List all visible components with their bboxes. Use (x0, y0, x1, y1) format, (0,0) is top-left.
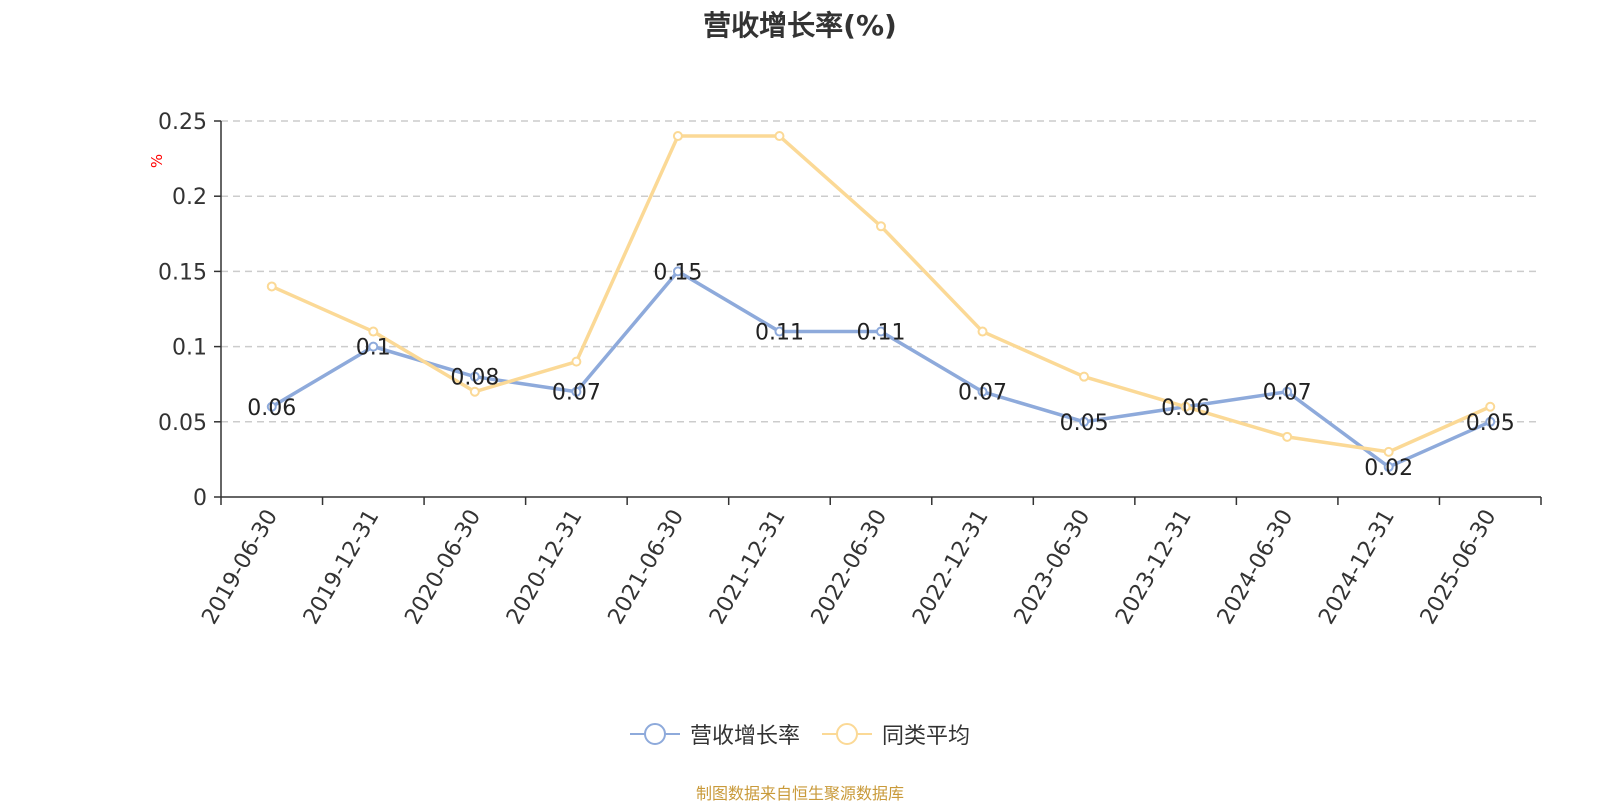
data-point-series-1 (1282, 386, 1293, 397)
series-1 (266, 266, 1496, 472)
data-label: 0.07 (552, 381, 601, 406)
data-point-series-2 (368, 326, 379, 337)
data-point-series-1 (672, 266, 683, 277)
data-point-series-1 (876, 326, 886, 337)
data-point-series-2 (774, 131, 785, 142)
data-label: 0.1 (356, 336, 391, 361)
data-label: 0.08 (450, 366, 499, 391)
x-tick-label: 2023-12-31 (1111, 506, 1197, 629)
data-source-note: 制图数据来自恒生聚源数据库 (695, 784, 904, 803)
data-label: 0.05 (1060, 411, 1109, 436)
data-point-series-2 (469, 386, 480, 397)
data-point-series-1 (774, 326, 785, 337)
x-tick-label: 2019-06-30 (197, 506, 283, 629)
data-point-series-2 (1383, 446, 1394, 457)
legend-label-series-1: 营收增长率 (689, 724, 800, 749)
data-point-series-2 (571, 356, 582, 367)
legend-marker-series-2 (822, 723, 872, 745)
data-point-series-2 (1485, 401, 1496, 412)
x-tick-label: 2022-12-31 (908, 506, 994, 629)
data-point-series-1 (1485, 416, 1496, 427)
data-label: 0.06 (1161, 396, 1210, 421)
data-point-series-2 (266, 281, 277, 292)
chart-legend: 营收增长率 同类平均 (0, 718, 1600, 750)
legend-marker-series-1 (629, 723, 680, 745)
data-point-series-2 (977, 326, 988, 337)
x-tick-label: 2023-06-30 (1010, 506, 1096, 629)
x-tick-label: 2019-12-31 (299, 506, 385, 629)
data-point-series-2 (1282, 431, 1293, 442)
y-tick-label: 0.2 (172, 185, 207, 210)
data-label: 0.07 (1263, 381, 1312, 406)
data-label: 0.15 (653, 260, 702, 285)
y-tick-label: 0.1 (172, 336, 207, 361)
x-tick-label: 2024-06-30 (1213, 506, 1299, 629)
data-point-series-1 (368, 341, 379, 352)
data-point-series-1 (977, 386, 988, 397)
x-tick-label: 2020-12-31 (502, 506, 588, 629)
x-tick-label: 2024-12-31 (1314, 506, 1400, 629)
legend-item-series-1[interactable]: 营收增长率 (629, 718, 800, 750)
data-point-series-2 (1079, 371, 1090, 382)
y-tick-label: 0 (193, 486, 207, 511)
y-tick-label: 0.15 (158, 260, 207, 285)
x-tick-label: 2022-06-30 (807, 506, 893, 629)
data-label: 0.11 (857, 321, 906, 346)
data-point-series-1 (1079, 416, 1090, 427)
y-tick-label: 0.25 (158, 110, 207, 135)
data-point-series-2 (876, 221, 886, 232)
y-tick-label: 0.05 (158, 411, 207, 436)
data-point-series-1 (571, 386, 582, 397)
data-label: 0.05 (1466, 411, 1515, 436)
data-point-series-2 (1180, 401, 1191, 412)
data-point-series-1 (1383, 461, 1394, 472)
data-label: 0.02 (1364, 456, 1413, 481)
chart-title: 营收增长率(%) (703, 9, 897, 42)
data-point-series-1 (266, 401, 277, 412)
legend-label-series-2: 同类平均 (882, 724, 971, 749)
data-label: 0.07 (958, 381, 1007, 406)
series-2 (266, 131, 1496, 457)
x-tick-label: 2020-06-30 (400, 506, 486, 629)
data-point-series-2 (672, 131, 683, 142)
data-label: 0.11 (755, 321, 804, 346)
data-label: 0.06 (247, 396, 296, 421)
x-tick-label: 2021-12-31 (705, 506, 791, 629)
legend-item-series-2[interactable]: 同类平均 (822, 718, 970, 750)
data-point-series-1 (469, 371, 480, 382)
x-tick-label: 2021-06-30 (604, 506, 690, 629)
line-chart: 0 0.05 0.1 0.15 0.2 0.25% 2019-06-30 2019-12-31… (148, 110, 1542, 629)
x-tick-label: 2025-06-30 (1416, 506, 1502, 629)
y-axis-unit-label: % (148, 154, 166, 168)
